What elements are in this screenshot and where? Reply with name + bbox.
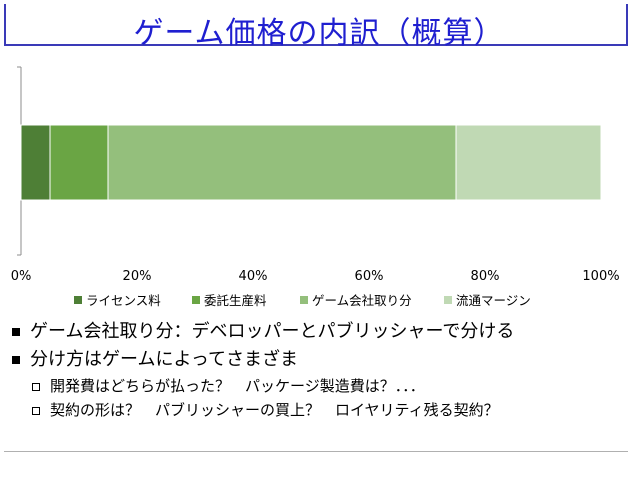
title-divider xyxy=(4,44,628,46)
chart-legend: ライセンス料 委託生産料 ゲーム会社取り分 流通マージン xyxy=(74,293,531,308)
bullet-item: 分け方はゲームによってさまざま xyxy=(10,346,630,374)
bar-segment-3 xyxy=(107,124,457,201)
legend-swatch xyxy=(74,296,82,304)
bullet-list: ゲーム会社取り分：デベロッパーとパブリッシャーで分ける 分け方はゲームによってさ… xyxy=(10,318,630,422)
sub-bullet-item: 開発費はどちらが払った？ パッケージ製造費は？．．． xyxy=(10,374,630,398)
legend-label: ゲーム会社取り分 xyxy=(312,293,412,308)
legend-label: ライセンス料 xyxy=(86,293,161,308)
x-tick-label: 80% xyxy=(471,269,500,284)
x-tick-label: 20% xyxy=(123,269,152,284)
sub-bullet-marker xyxy=(32,407,40,415)
bullet-text: ゲーム会社取り分：デベロッパーとパブリッシャーで分ける xyxy=(30,321,515,342)
bar-segment-1 xyxy=(20,124,51,201)
title-frame-right xyxy=(626,4,628,44)
legend-label: 流通マージン xyxy=(456,293,531,308)
bar-segment-4 xyxy=(455,124,602,201)
sub-bullet-text: 契約の形は？ パブリッシャーの買上？ ロイヤリティ残る契約？ xyxy=(50,401,499,419)
legend-swatch xyxy=(300,296,308,304)
plot-area xyxy=(17,66,602,256)
legend-swatch xyxy=(192,296,200,304)
sub-bullet-text: 開発費はどちらが払った？ パッケージ製造費は？．．． xyxy=(50,377,425,395)
bottom-divider xyxy=(4,451,628,452)
title-frame-left xyxy=(4,4,6,44)
bullet-item: ゲーム会社取り分：デベロッパーとパブリッシャーで分ける xyxy=(10,318,630,346)
sub-bullet-marker xyxy=(32,383,40,391)
bar-segment-2 xyxy=(49,124,109,201)
x-tick-label: 40% xyxy=(239,269,268,284)
x-tick-label: 60% xyxy=(355,269,384,284)
bullet-marker xyxy=(12,328,20,336)
x-tick-label: 0% xyxy=(11,269,32,284)
x-axis-ticks: 0% 20% 40% 60% 80% 100% xyxy=(11,269,620,284)
bullet-marker xyxy=(12,356,20,364)
sub-bullet-item: 契約の形は？ パブリッシャーの買上？ ロイヤリティ残る契約？ xyxy=(10,398,630,422)
x-tick-label: 100% xyxy=(582,269,619,284)
legend-label: 委託生産料 xyxy=(204,293,267,308)
slide-title: ゲーム価格の内訳（概算） xyxy=(133,16,505,51)
legend-swatch xyxy=(444,296,452,304)
stacked-bar-chart: 0% 20% 40% 60% 80% 100% ライセンス料 委託生産料 ゲーム会社取り分 流通… xyxy=(11,66,620,308)
bullet-text: 分け方はゲームによってさまざま xyxy=(30,349,299,370)
